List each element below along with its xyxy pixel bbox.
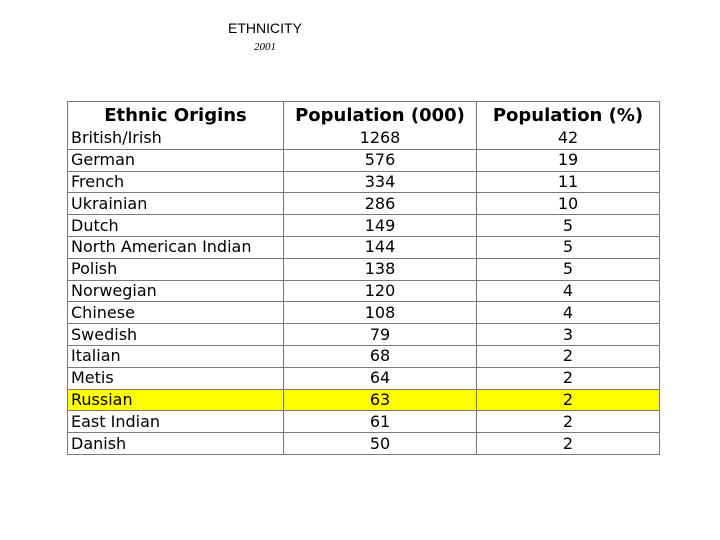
header-population-thousands: Population (000) xyxy=(283,101,477,128)
cell-ethnic-origin: Russian xyxy=(67,388,284,412)
cell-population-thousands: 144 xyxy=(283,235,477,259)
cell-population-percent: 42 xyxy=(476,128,660,150)
cell-population-thousands: 61 xyxy=(283,410,477,434)
cell-population-thousands: 108 xyxy=(283,301,477,325)
header-population-percent: Population (%) xyxy=(476,101,660,128)
cell-population-percent: 2 xyxy=(476,344,660,368)
cell-population-thousands: 50 xyxy=(283,432,477,455)
cell-population-percent: 10 xyxy=(476,192,660,216)
cell-ethnic-origin: Polish xyxy=(67,257,284,281)
table-row: North American Indian 144 5 xyxy=(67,235,660,259)
cell-population-percent: 3 xyxy=(476,323,660,346)
slide-title: ETHNICITY xyxy=(228,20,302,36)
table-row: Dutch 149 5 xyxy=(67,214,660,237)
cell-population-thousands: 64 xyxy=(283,366,477,390)
cell-population-thousands: 576 xyxy=(283,148,477,172)
cell-population-thousands: 138 xyxy=(283,257,477,281)
cell-population-percent: 2 xyxy=(476,366,660,390)
cell-population-thousands: 1268 xyxy=(283,128,477,150)
cell-population-thousands: 68 xyxy=(283,344,477,368)
header-ethnic-origins: Ethnic Origins xyxy=(67,101,284,128)
cell-population-thousands: 79 xyxy=(283,323,477,346)
cell-population-percent: 2 xyxy=(476,410,660,434)
table-row: Russian 63 2 xyxy=(67,388,660,412)
cell-ethnic-origin: German xyxy=(67,148,284,172)
table-row: French 334 11 xyxy=(67,170,660,194)
cell-population-thousands: 334 xyxy=(283,170,477,194)
table-row: Polish 138 5 xyxy=(67,257,660,281)
cell-population-percent: 2 xyxy=(476,388,660,412)
cell-population-thousands: 286 xyxy=(283,192,477,216)
table-row: British/Irish 1268 42 xyxy=(67,128,660,150)
cell-population-thousands: 149 xyxy=(283,214,477,237)
table-row: Norwegian 120 4 xyxy=(67,279,660,303)
cell-ethnic-origin: Italian xyxy=(67,344,284,368)
cell-population-percent: 19 xyxy=(476,148,660,172)
slide-subtitle: 2001 xyxy=(254,41,276,53)
cell-ethnic-origin: North American Indian xyxy=(67,235,284,259)
table-row: Ukrainian 286 10 xyxy=(67,192,660,216)
table-row: Italian 68 2 xyxy=(67,344,660,368)
cell-ethnic-origin: Metis xyxy=(67,366,284,390)
cell-ethnic-origin: Ukrainian xyxy=(67,192,284,216)
table-body: British/Irish 1268 42 German 576 19 French 334 1… xyxy=(67,128,660,455)
table-row: Chinese 108 4 xyxy=(67,301,660,325)
table-row: Metis 64 2 xyxy=(67,366,660,390)
cell-ethnic-origin: British/Irish xyxy=(67,128,284,150)
table-row: East Indian 61 2 xyxy=(67,410,660,434)
cell-population-percent: 5 xyxy=(476,257,660,281)
table-row: German 576 19 xyxy=(67,148,660,172)
cell-ethnic-origin: Swedish xyxy=(67,323,284,346)
cell-population-thousands: 120 xyxy=(283,279,477,303)
cell-ethnic-origin: Danish xyxy=(67,432,284,455)
cell-ethnic-origin: East Indian xyxy=(67,410,284,434)
table-row: Swedish 79 3 xyxy=(67,323,660,346)
cell-population-percent: 2 xyxy=(476,432,660,455)
table-row: Danish 50 2 xyxy=(67,432,660,455)
cell-population-thousands: 63 xyxy=(283,388,477,412)
cell-population-percent: 4 xyxy=(476,279,660,303)
cell-population-percent: 11 xyxy=(476,170,660,194)
cell-population-percent: 5 xyxy=(476,214,660,237)
cell-ethnic-origin: Chinese xyxy=(67,301,284,325)
cell-ethnic-origin: Dutch xyxy=(67,214,284,237)
cell-population-percent: 5 xyxy=(476,235,660,259)
cell-population-percent: 4 xyxy=(476,301,660,325)
table-header-row: Ethnic Origins Population (000) Populati… xyxy=(67,101,660,128)
ethnicity-table: Ethnic Origins Population (000) Populati… xyxy=(67,101,660,455)
cell-ethnic-origin: French xyxy=(67,170,284,194)
cell-ethnic-origin: Norwegian xyxy=(67,279,284,303)
